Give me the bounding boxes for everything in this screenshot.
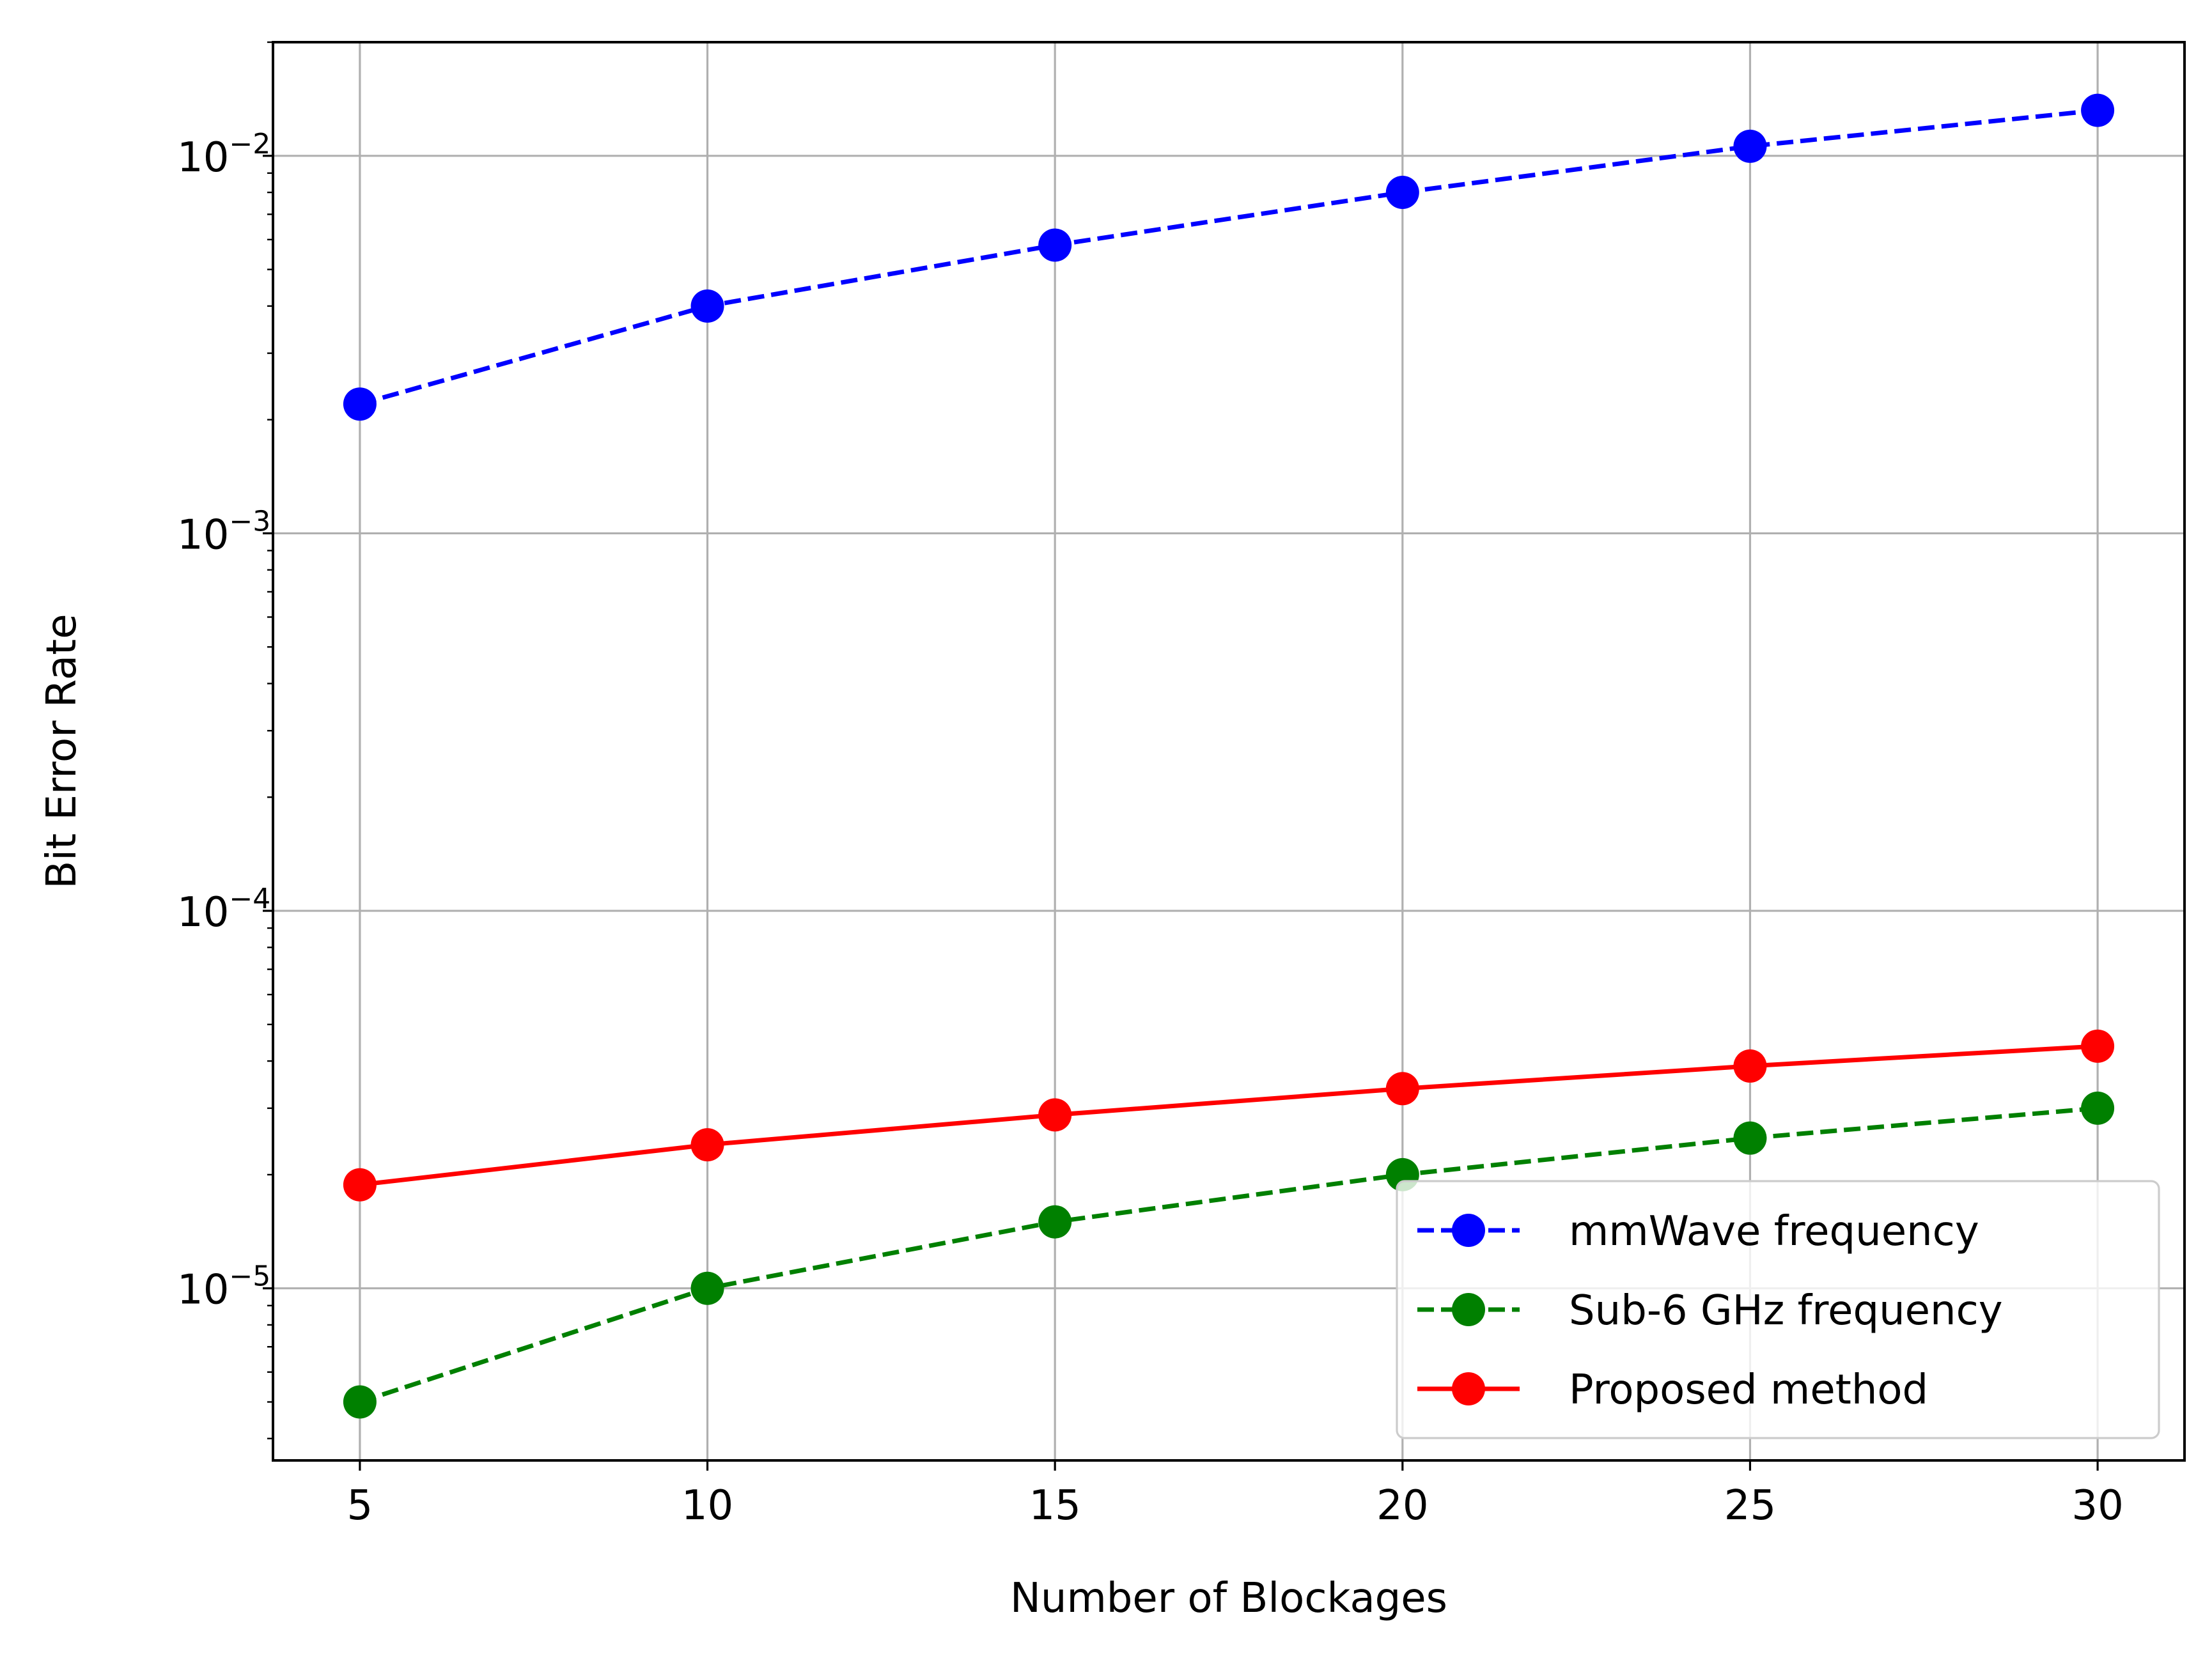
legend-entry: Sub-6 GHz frequency — [1417, 1287, 2003, 1335]
legend-marker — [1452, 1372, 1485, 1405]
data-point — [343, 1385, 377, 1419]
data-point — [690, 1128, 724, 1162]
series-line — [359, 1044, 2098, 1188]
series-line — [359, 1106, 2098, 1404]
x-tick-label: 10 — [682, 1482, 733, 1529]
data-point — [1385, 176, 1419, 210]
data-point — [2081, 1091, 2115, 1125]
x-tick-label: 20 — [1376, 1482, 1428, 1529]
x-axis: 5 10 15 20 25 30 — [347, 1460, 2124, 1529]
data-point — [690, 1271, 724, 1305]
legend-label: Proposed method — [1569, 1366, 1928, 1414]
data-point — [343, 387, 377, 421]
x-tick-label: 25 — [1724, 1482, 1776, 1529]
data-point — [690, 289, 724, 323]
legend-marker — [1452, 1214, 1485, 1247]
data-point — [1733, 129, 1767, 163]
y-tick-label-base: 10 — [177, 511, 229, 559]
y-tick-label: 10−3 — [177, 505, 270, 559]
x-tick-label: 15 — [1029, 1482, 1080, 1529]
data-point — [1038, 228, 1072, 262]
series-2 — [343, 1029, 2115, 1202]
series-0 — [343, 93, 2115, 421]
data-point — [1038, 1205, 1072, 1239]
x-tick-label: 5 — [347, 1482, 373, 1529]
data-point — [1385, 1072, 1419, 1106]
data-point — [1038, 1098, 1072, 1132]
y-tick-label-exponent: −4 — [229, 883, 270, 915]
data-point — [343, 1168, 377, 1202]
y-tick-label-base: 10 — [177, 134, 229, 182]
plot-frame — [272, 41, 2186, 1462]
legend-entry: mmWave frequency — [1417, 1208, 1979, 1255]
y-tick-label: 10−5 — [177, 1260, 270, 1314]
legend-label: mmWave frequency — [1569, 1208, 1979, 1255]
y-tick-label: 10−4 — [177, 883, 270, 936]
y-tick-label-exponent: −5 — [229, 1260, 270, 1293]
legend-box — [1396, 1180, 2160, 1439]
data-point — [2081, 1029, 2115, 1063]
data-point — [1733, 1121, 1767, 1155]
series-line — [359, 108, 2098, 406]
legend-label: Sub-6 GHz frequency — [1569, 1287, 2003, 1335]
data-point — [2081, 93, 2115, 127]
legend-entry: Proposed method — [1417, 1366, 1928, 1414]
y-tick-label-base: 10 — [177, 889, 229, 936]
y-axis-label: Bit Error Rate — [38, 614, 86, 888]
y-axis: 10−510−410−310−2 — [177, 41, 273, 1439]
data-point — [1733, 1049, 1767, 1083]
x-axis-label: Number of Blockages — [1010, 1575, 1447, 1622]
y-tick-label: 10−2 — [177, 128, 270, 182]
y-tick-label-exponent: −2 — [229, 128, 270, 160]
x-tick-label: 30 — [2071, 1482, 2123, 1529]
legend-marker — [1452, 1293, 1485, 1326]
legend: mmWave frequency Sub-6 GHz frequency Propo… — [1396, 1180, 2160, 1439]
series-layer — [343, 93, 2115, 1419]
y-tick-label-base: 10 — [177, 1267, 229, 1314]
y-tick-label-exponent: −3 — [229, 505, 270, 538]
